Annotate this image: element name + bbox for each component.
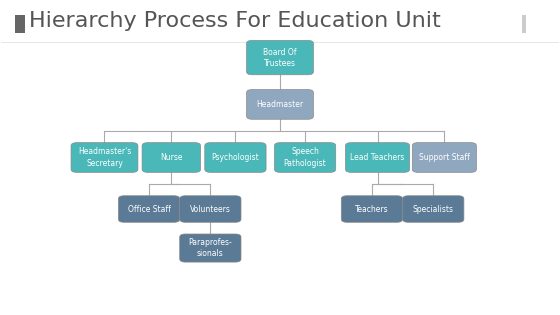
FancyBboxPatch shape — [180, 196, 241, 222]
FancyBboxPatch shape — [205, 143, 266, 172]
FancyBboxPatch shape — [412, 143, 477, 172]
Text: Lead Teachers: Lead Teachers — [351, 153, 405, 162]
Text: Teachers: Teachers — [355, 204, 389, 214]
Text: Headmaster's
Secretary: Headmaster's Secretary — [78, 147, 131, 168]
Text: Board Of
Trustees: Board Of Trustees — [263, 48, 297, 68]
Text: Paraprofes-
sionals: Paraprofes- sionals — [189, 238, 232, 258]
Text: Specialists: Specialists — [413, 204, 454, 214]
FancyBboxPatch shape — [246, 89, 314, 119]
Text: Support Staff: Support Staff — [419, 153, 470, 162]
FancyBboxPatch shape — [118, 196, 180, 222]
FancyBboxPatch shape — [246, 40, 314, 75]
Text: Nurse: Nurse — [160, 153, 183, 162]
Text: Hierarchy Process For Education Unit: Hierarchy Process For Education Unit — [29, 11, 441, 31]
Text: Psychologist: Psychologist — [212, 153, 259, 162]
FancyBboxPatch shape — [71, 143, 138, 172]
FancyBboxPatch shape — [341, 196, 403, 222]
Text: Office Staff: Office Staff — [128, 204, 170, 214]
FancyBboxPatch shape — [274, 143, 336, 172]
FancyBboxPatch shape — [15, 15, 25, 33]
FancyBboxPatch shape — [403, 196, 464, 222]
FancyBboxPatch shape — [346, 143, 409, 172]
Text: Headmaster: Headmaster — [256, 100, 304, 109]
FancyBboxPatch shape — [142, 143, 200, 172]
Text: Speech
Pathologist: Speech Pathologist — [284, 147, 326, 168]
FancyBboxPatch shape — [180, 234, 241, 262]
FancyBboxPatch shape — [522, 15, 526, 33]
Text: Volunteers: Volunteers — [190, 204, 231, 214]
